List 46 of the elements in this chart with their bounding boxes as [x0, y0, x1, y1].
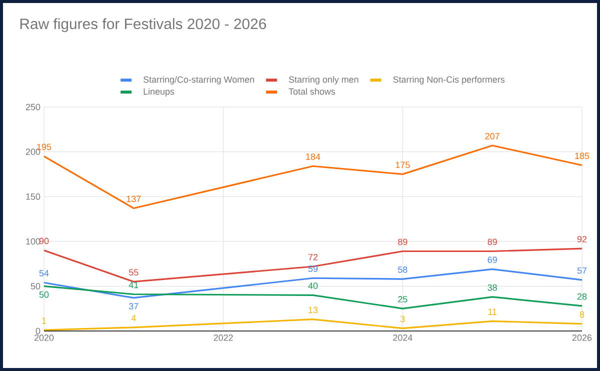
data-label: 28	[577, 293, 587, 300]
chart-title: Raw figures for Festivals 2020 - 2026	[20, 18, 266, 32]
legend-label: Starring Non-Cis performers	[393, 76, 505, 84]
data-label: 25	[398, 296, 408, 302]
y-tick-label: 0	[36, 328, 40, 334]
data-label: 90	[39, 238, 49, 244]
x-tick-label: 2022	[214, 334, 233, 341]
data-label: 89	[398, 238, 408, 246]
data-label: 72	[308, 254, 318, 260]
data-label: 50	[39, 291, 49, 298]
data-label: 175	[396, 162, 410, 168]
data-label: 195	[37, 144, 52, 150]
y-tick-label: 200	[26, 148, 40, 155]
data-label: 3	[400, 316, 405, 322]
data-label: 54	[39, 270, 49, 276]
data-label: 41	[128, 282, 138, 288]
data-label: 89	[488, 238, 497, 246]
legend-label: Starring/Co-starring Women	[144, 76, 254, 84]
data-label: 92	[577, 236, 587, 242]
data-label: 57	[577, 267, 587, 274]
data-label: 185	[575, 152, 590, 160]
y-tick-label: 150	[26, 193, 40, 200]
data-label: 37	[129, 303, 138, 310]
data-label: 38	[488, 284, 497, 291]
data-label: 184	[306, 154, 320, 160]
legend-label: Lineups	[144, 88, 174, 96]
y-tick-label: 50	[30, 283, 40, 290]
legend-label: Total shows	[288, 88, 336, 95]
x-tick-label: 2020	[34, 334, 54, 341]
data-label: 11	[488, 308, 497, 315]
y-tick-label: 100	[26, 238, 40, 245]
x-tick-label: 2024	[393, 334, 412, 341]
data-label: 207	[485, 132, 500, 140]
data-label: 59	[308, 266, 318, 272]
data-label: 40	[308, 282, 318, 289]
y-tick-label: 250	[26, 104, 40, 110]
data-label: 8	[580, 311, 584, 318]
data-label: 58	[398, 266, 408, 273]
data-label: 1	[42, 318, 46, 324]
data-label: 55	[129, 269, 138, 276]
data-label: 137	[126, 196, 141, 202]
data-label: 4	[131, 315, 136, 322]
data-label: 13	[308, 306, 318, 314]
data-label: 69	[488, 256, 497, 263]
x-tick-label: 2026	[572, 334, 592, 341]
legend-label: Starring only men	[288, 76, 358, 84]
